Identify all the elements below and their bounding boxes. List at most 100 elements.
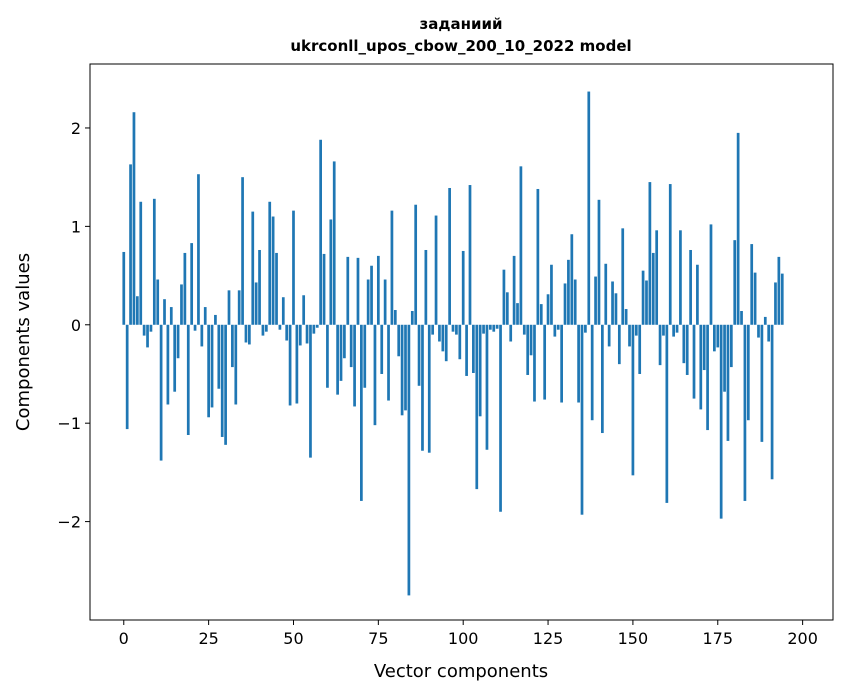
x-tick-label: 150 — [618, 629, 649, 648]
x-axis-ticks: 0 25 50 75 100 125 150 175 200 — [119, 620, 818, 648]
bar-94 — [441, 324, 445, 352]
bar-4 — [135, 296, 139, 325]
bar-101 — [465, 324, 468, 376]
bar-61 — [329, 219, 333, 325]
bar-53 — [302, 295, 306, 325]
bar-145 — [614, 293, 618, 325]
bar-187 — [757, 324, 760, 338]
bar-168 — [692, 324, 696, 399]
bar-188 — [760, 324, 764, 442]
bar-72 — [366, 279, 370, 325]
bar-52 — [298, 324, 302, 346]
bar-79 — [390, 210, 394, 325]
bar-138 — [590, 324, 594, 421]
bar-77 — [383, 279, 387, 325]
bar-85 — [410, 311, 414, 325]
bar-26 — [210, 324, 214, 408]
bar-123 — [539, 304, 543, 325]
bar-80 — [393, 310, 397, 325]
bar-6 — [142, 324, 146, 336]
bar-39 — [254, 282, 258, 325]
bar-48 — [285, 324, 289, 341]
bar-63 — [336, 324, 339, 395]
bar-7 — [146, 324, 149, 348]
bar-40 — [258, 249, 261, 325]
bar-9 — [152, 198, 156, 325]
y-tick-label: 0 — [71, 316, 81, 335]
bar-90 — [427, 324, 431, 453]
bar-37 — [248, 324, 251, 345]
bar-54 — [305, 324, 309, 344]
bar-91 — [431, 324, 435, 335]
bar-156 — [651, 252, 655, 325]
bar-70 — [360, 324, 363, 501]
bar-32 — [231, 324, 234, 368]
bar-133 — [573, 279, 577, 325]
bar-2 — [129, 164, 132, 325]
bar-121 — [533, 324, 536, 402]
bar-170 — [699, 324, 703, 410]
bar-153 — [641, 270, 645, 325]
bar-83 — [404, 324, 407, 411]
bar-179 — [729, 324, 733, 368]
bar-117 — [519, 166, 523, 325]
bar-18 — [183, 252, 187, 325]
bars-group — [122, 91, 784, 596]
y-axis-ticks: −2 −1 0 1 2 — [57, 119, 90, 532]
bar-135 — [580, 324, 584, 515]
bar-8 — [149, 324, 153, 332]
bar-127 — [553, 324, 557, 337]
chart-title-line1: заданиий — [420, 15, 503, 33]
bar-112 — [502, 269, 506, 325]
bar-118 — [522, 324, 526, 335]
bar-19 — [186, 324, 190, 435]
bar-88 — [421, 324, 424, 451]
bar-97 — [451, 324, 455, 332]
bar-84 — [407, 324, 411, 596]
bar-115 — [512, 255, 516, 325]
bar-46 — [278, 324, 282, 330]
bar-155 — [648, 182, 652, 325]
bar-62 — [332, 161, 336, 325]
bar-47 — [281, 297, 285, 325]
bar-184 — [746, 324, 750, 421]
bar-87 — [417, 324, 421, 386]
bar-31 — [227, 290, 231, 325]
bar-128 — [556, 324, 560, 330]
y-axis-label: Components values — [13, 253, 34, 431]
bar-174 — [713, 324, 716, 352]
bar-67 — [349, 324, 353, 368]
bar-13 — [166, 324, 170, 405]
bar-3 — [132, 112, 136, 325]
x-tick-label: 125 — [533, 629, 564, 648]
x-tick-label: 50 — [283, 629, 303, 648]
bar-106 — [482, 324, 485, 334]
x-tick-label: 100 — [448, 629, 479, 648]
x-tick-label: 200 — [787, 629, 818, 648]
bar-75 — [376, 255, 380, 325]
y-tick-label: 1 — [71, 217, 81, 236]
bar-192 — [774, 282, 777, 325]
bar-140 — [597, 199, 601, 325]
bar-102 — [468, 185, 472, 325]
bar-120 — [529, 324, 533, 356]
x-tick-label: 175 — [702, 629, 733, 648]
bar-34 — [237, 290, 241, 325]
bar-21 — [193, 324, 197, 331]
bar-43 — [268, 201, 272, 325]
bar-134 — [577, 324, 580, 403]
bar-14 — [169, 307, 173, 325]
bar-66 — [346, 256, 350, 325]
bar-24 — [203, 307, 207, 325]
bar-190 — [767, 324, 771, 342]
bar-137 — [587, 91, 591, 325]
bar-165 — [682, 324, 686, 364]
bar-57 — [315, 324, 319, 328]
bar-148 — [624, 309, 628, 325]
bar-99 — [458, 324, 462, 360]
bar-185 — [750, 244, 754, 325]
bar-45 — [275, 252, 278, 325]
bar-76 — [380, 324, 384, 374]
y-tick-label: −2 — [57, 513, 81, 532]
bar-44 — [271, 216, 275, 325]
